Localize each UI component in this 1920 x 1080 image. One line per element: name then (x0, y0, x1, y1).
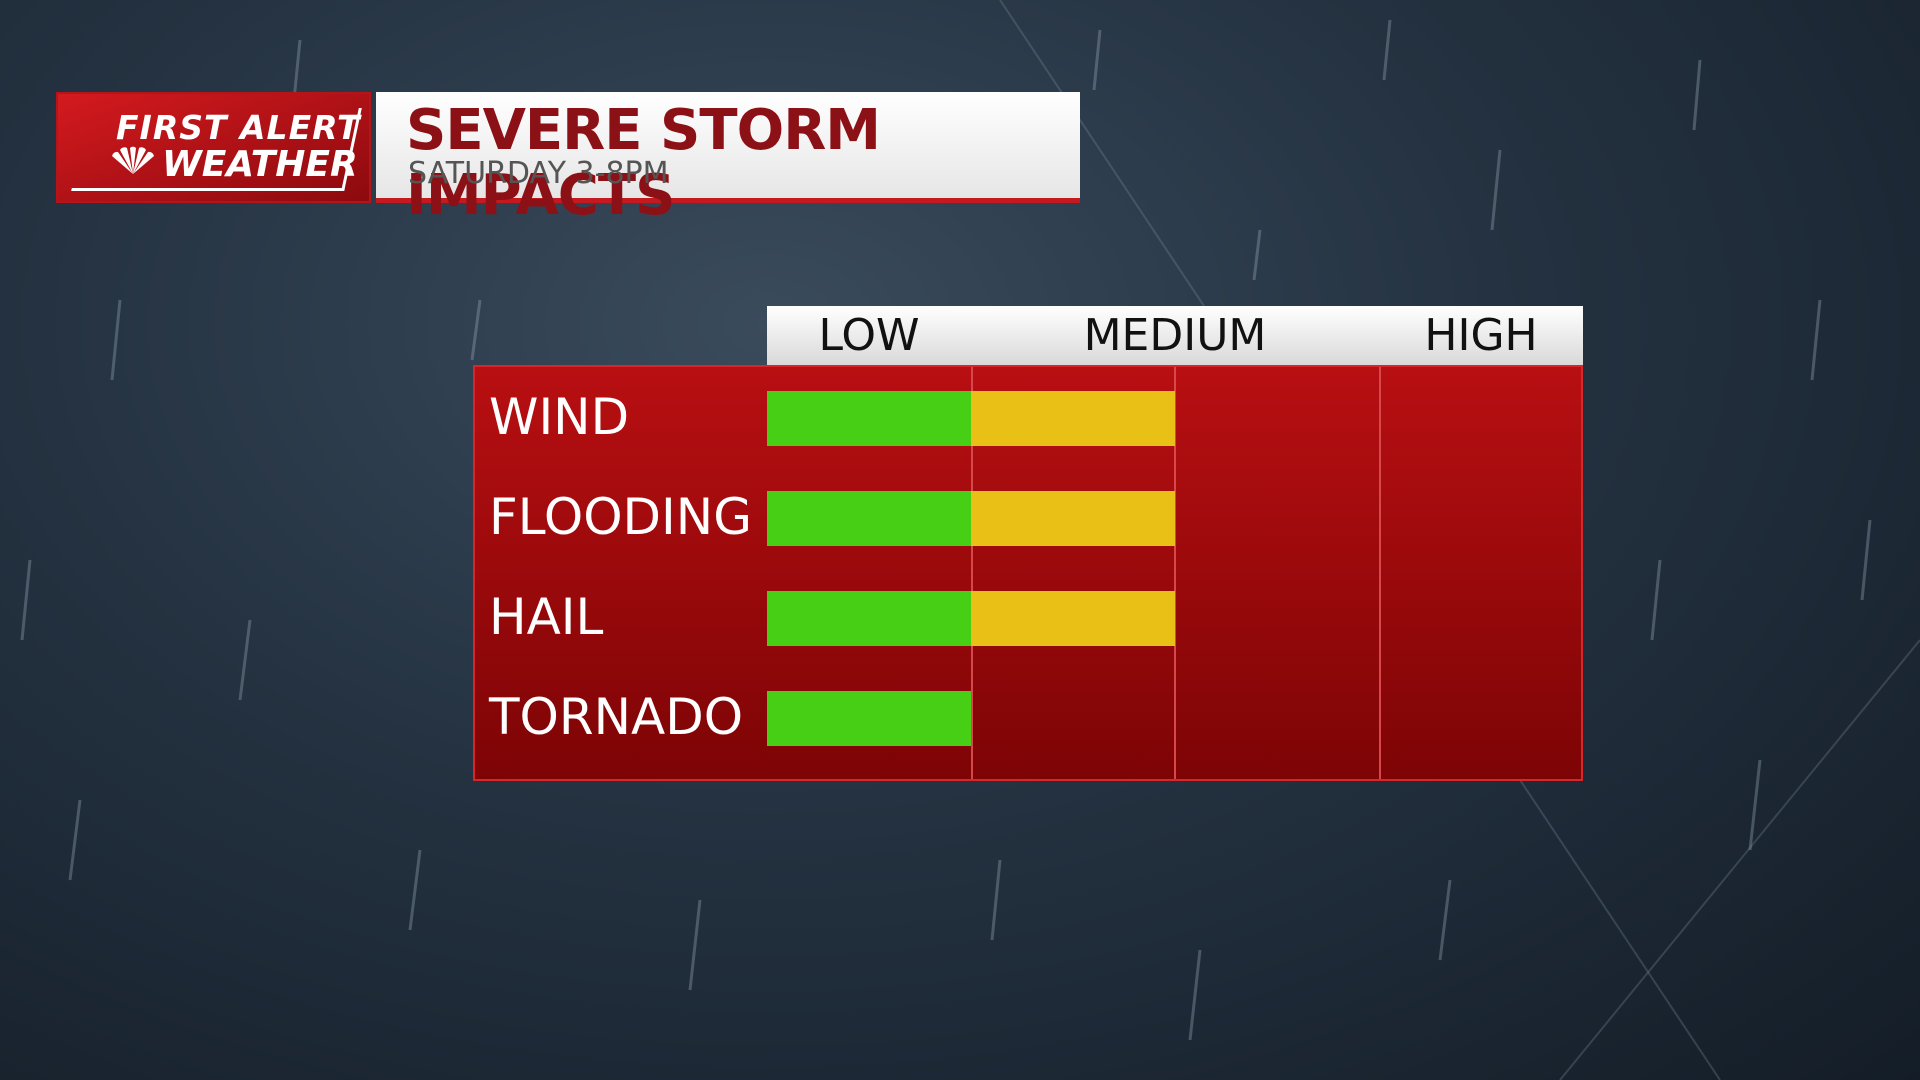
subtitle: SATURDAY 3-8PM (408, 156, 669, 191)
impact-panel: WIND FLOODING HAIL TORNADO (473, 365, 1583, 781)
impact-bar (767, 391, 1175, 446)
divider (971, 367, 973, 779)
row-label: TORNADO (489, 688, 744, 746)
logo-line1: FIRST ALERT (116, 108, 361, 147)
divider (1379, 367, 1381, 779)
impact-bar (767, 691, 971, 746)
title-box: SEVERE STORM IMPACTS SATURDAY 3-8PM (376, 92, 1080, 228)
title: SEVERE STORM IMPACTS (406, 98, 881, 228)
column-label: HIGH (1424, 310, 1538, 361)
logo: FIRST ALERT WEATHER (56, 92, 371, 203)
column-label: MEDIUM (1083, 310, 1267, 361)
divider (1174, 367, 1176, 779)
column-label: LOW (818, 310, 920, 361)
column-header: LOW MEDIUM HIGH (767, 306, 1583, 365)
peacock-icon (112, 146, 154, 174)
impact-bar (767, 491, 1175, 546)
impact-bar (767, 591, 1175, 646)
row-label: FLOODING (489, 488, 752, 546)
row-label: WIND (489, 388, 630, 446)
logo-line2: WEATHER (162, 144, 358, 185)
row-label: HAIL (489, 588, 604, 646)
